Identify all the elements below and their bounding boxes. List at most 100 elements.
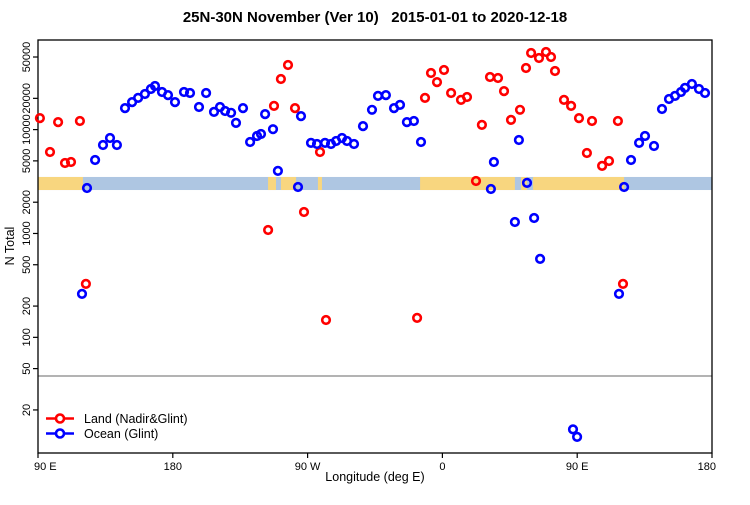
data-point-ocean (699, 87, 711, 99)
data-point-ocean (81, 182, 93, 194)
data-point-land (612, 115, 624, 127)
data-point-land (549, 65, 561, 77)
data-point-ocean (357, 120, 369, 132)
data-point-land (603, 155, 615, 167)
legend-item-ocean: Ocean (Glint) (44, 426, 188, 441)
data-point-land (446, 87, 457, 99)
data-point-ocean (488, 156, 500, 168)
data-point-land (289, 102, 301, 114)
coastline-band-land-segment (280, 176, 297, 191)
data-point-ocean (509, 216, 521, 228)
coastline-band-land-segment (420, 176, 515, 191)
data-point-ocean (311, 138, 323, 150)
data-point-land (282, 59, 294, 71)
data-point-land (558, 94, 570, 105)
coastline-band-land-segment (268, 176, 276, 191)
data-point-land (505, 114, 517, 125)
y-tick-label: 50 (21, 362, 33, 374)
plot-border (37, 39, 713, 454)
data-point-ocean (230, 117, 242, 128)
data-point-ocean (193, 101, 205, 113)
data-point-land (80, 278, 91, 290)
data-point-land (492, 72, 504, 84)
data-point-ocean (139, 88, 150, 100)
data-point-ocean (201, 87, 212, 99)
data-point-land (34, 112, 46, 124)
data-point-land (520, 62, 532, 74)
data-point-land (484, 71, 496, 83)
y-tick-label: 5000 (21, 149, 33, 173)
data-point-ocean (571, 431, 583, 443)
data-point-ocean (208, 106, 220, 117)
x-tick-label: 90 W (295, 461, 321, 473)
data-point-land (263, 224, 274, 236)
y-tick-label: 2000 (21, 190, 33, 214)
x-tick-label: 90 E (566, 461, 589, 473)
y-tick-label: 20000 (21, 83, 33, 114)
data-point-ocean (184, 87, 196, 99)
data-point-land (565, 100, 577, 111)
data-point-land (275, 73, 287, 85)
data-point-land (412, 312, 423, 324)
x-tick-label: 180 (698, 461, 716, 473)
data-point-ocean (656, 103, 668, 115)
data-point-ocean (625, 154, 637, 166)
data-point-ocean (633, 137, 645, 148)
data-point-land (581, 147, 593, 159)
data-point-ocean (639, 130, 651, 142)
data-point-ocean (380, 89, 392, 101)
data-point-land (514, 104, 526, 115)
data-point-ocean (528, 212, 540, 224)
y-tick-label: 10000 (21, 114, 33, 145)
data-point-ocean (686, 78, 698, 90)
data-point-ocean (267, 124, 279, 135)
data-point-land (596, 160, 608, 171)
data-point-land (461, 91, 473, 103)
coastline-band-land-segment (38, 176, 83, 191)
data-point-ocean (245, 136, 256, 148)
data-point-land (470, 175, 482, 187)
data-point-ocean (97, 139, 109, 151)
data-point-ocean (162, 89, 174, 101)
data-point-land (540, 46, 552, 58)
data-point-ocean (255, 128, 267, 140)
y-tick-label: 20 (21, 404, 33, 416)
data-point-ocean (76, 288, 88, 300)
data-point-land (525, 47, 537, 59)
data-point-ocean (178, 86, 190, 98)
data-point-ocean (237, 102, 249, 114)
data-point-ocean (305, 137, 317, 148)
data-point-ocean (366, 104, 378, 115)
ocean-series-marker-icon (46, 428, 74, 439)
data-point-ocean (648, 140, 660, 152)
data-point-ocean (534, 253, 546, 264)
data-point-land (59, 157, 71, 169)
legend-label-land: Land (Nadir&Glint) (84, 411, 188, 426)
data-point-ocean (415, 136, 427, 148)
data-point-ocean (292, 181, 304, 193)
y-tick-label: 500 (21, 256, 33, 274)
data-point-ocean (260, 108, 271, 120)
data-point-land (298, 206, 310, 218)
data-point-land (44, 146, 56, 158)
data-point-land (586, 115, 598, 127)
data-point-ocean (104, 132, 116, 144)
data-point-ocean (408, 115, 420, 127)
y-tick-label: 100 (21, 328, 33, 346)
legend: Land (Nadir&Glint) Ocean (Glint) (44, 411, 188, 441)
data-point-land (314, 146, 326, 158)
data-point-ocean (89, 154, 101, 166)
data-point-land (476, 119, 488, 130)
data-point-land (425, 67, 437, 79)
data-point-ocean (111, 139, 122, 151)
y-tick-label: 200 (21, 297, 33, 315)
data-point-ocean (521, 177, 533, 188)
x-tick-label: 0 (439, 461, 445, 473)
y-axis-label: N Total (3, 226, 17, 266)
data-point-ocean (394, 99, 406, 110)
data-point-land (52, 116, 64, 128)
data-point-land (74, 115, 85, 127)
data-point-ocean (618, 181, 630, 193)
legend-label-ocean: Ocean (Glint) (84, 426, 159, 441)
